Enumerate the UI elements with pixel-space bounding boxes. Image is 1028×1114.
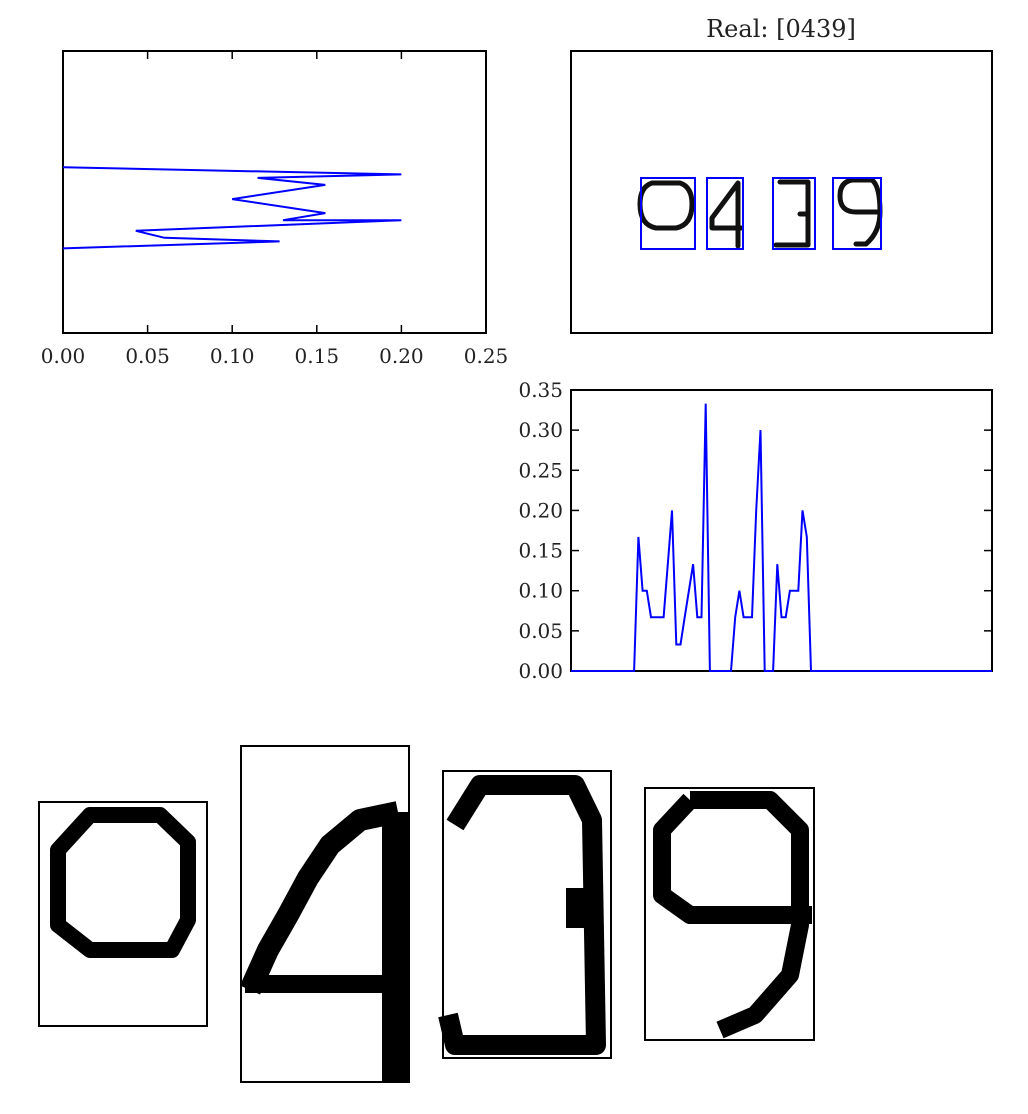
crop-stroke-9b <box>653 793 812 924</box>
p1-xtick-label: 0.10 <box>210 344 255 368</box>
crop-digit-4 <box>239 745 410 1083</box>
plate-box-9 <box>832 177 882 250</box>
p3-ytick-label: 0.30 <box>518 418 563 442</box>
p1-xtick-label: 0.20 <box>379 344 424 368</box>
plate-image-frame <box>570 50 993 334</box>
plate-box-4 <box>706 177 744 250</box>
p3-ytick-label: 0.00 <box>518 659 563 683</box>
horizontal-projection-plot: 0.00 0.05 0.10 0.15 0.20 0.25 <box>41 50 509 368</box>
crop-stroke-3b <box>566 888 596 928</box>
vertical-projection-line <box>571 403 992 672</box>
crop-stroke-9a <box>690 791 809 1039</box>
p1-xtick-label: 0.00 <box>41 344 86 368</box>
p3-ytick-label: 0.35 <box>518 378 563 402</box>
p3-ytick-label: 0.10 <box>518 579 563 603</box>
crop-stroke-4a <box>239 801 401 995</box>
p3-ytick-label: 0.15 <box>518 539 563 563</box>
plate-title: Real: [0439] <box>706 15 856 43</box>
crop-digit-3 <box>438 770 612 1059</box>
vertical-projection-frame <box>570 389 993 672</box>
plate-image-panel <box>570 50 993 334</box>
crop-frame-4 <box>240 745 410 1083</box>
plate-box-0 <box>640 177 696 250</box>
plate-boxes <box>640 177 882 250</box>
crop-stroke-4b <box>382 812 408 1082</box>
crop-digit-9 <box>644 787 815 1041</box>
crop-stroke-4c <box>245 975 405 993</box>
digit-crops <box>38 745 815 1083</box>
plate-box-3 <box>772 177 816 250</box>
plate-digit-4 <box>709 180 744 249</box>
p1-xtick-label: 0.25 <box>464 344 509 368</box>
crop-digit-0 <box>38 801 208 1027</box>
p1-xtick-label: 0.05 <box>125 344 170 368</box>
horizontal-projection-line <box>62 166 402 250</box>
p3-ytick-label: 0.20 <box>518 498 563 522</box>
plate-digit-3 <box>773 179 811 248</box>
crop-stroke-3a <box>438 775 606 1055</box>
crop-stroke-0 <box>50 807 196 958</box>
p3-ytick-label: 0.25 <box>518 458 563 482</box>
p3-ytick-label: 0.05 <box>518 619 563 643</box>
vertical-projection-plot: 0.00 0.05 0.10 0.15 0.20 0.25 0.30 0.35 <box>518 378 993 683</box>
p1-xtick-label: 0.15 <box>295 344 340 368</box>
